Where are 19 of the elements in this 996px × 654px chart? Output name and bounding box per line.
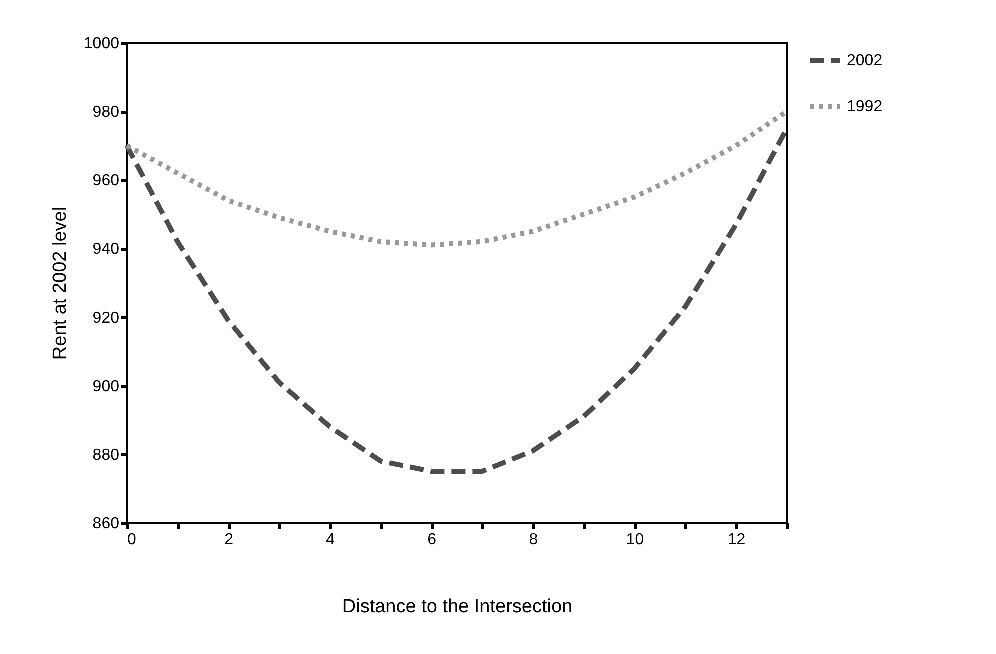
y-tick-label: 940: [92, 241, 120, 258]
x-axis-title: Distance to the Intersection: [342, 596, 573, 618]
legend-label: 2002: [847, 52, 883, 70]
y-tick-label: 880: [92, 446, 120, 464]
y-tick-label: 900: [92, 378, 120, 396]
x-tick-label: 0: [128, 532, 136, 548]
y-tick-label: 980: [92, 104, 120, 122]
legend-label: 1992: [847, 98, 883, 116]
y-tick-label: 960: [92, 172, 120, 190]
x-tick-label: 4: [326, 532, 336, 548]
y-tick-label: 860: [92, 516, 120, 532]
x-tick-label: 6: [428, 532, 437, 548]
x-tick-label: 2: [224, 532, 234, 548]
x-tick-label: 8: [529, 532, 538, 548]
x-tick-label: 10: [626, 532, 644, 548]
y-axis-title: Rent at 2002 level: [50, 206, 71, 360]
y-tick-label: 1000: [84, 36, 120, 52]
x-tick-label: 12: [728, 532, 746, 548]
y-tick-label: 920: [92, 310, 120, 327]
